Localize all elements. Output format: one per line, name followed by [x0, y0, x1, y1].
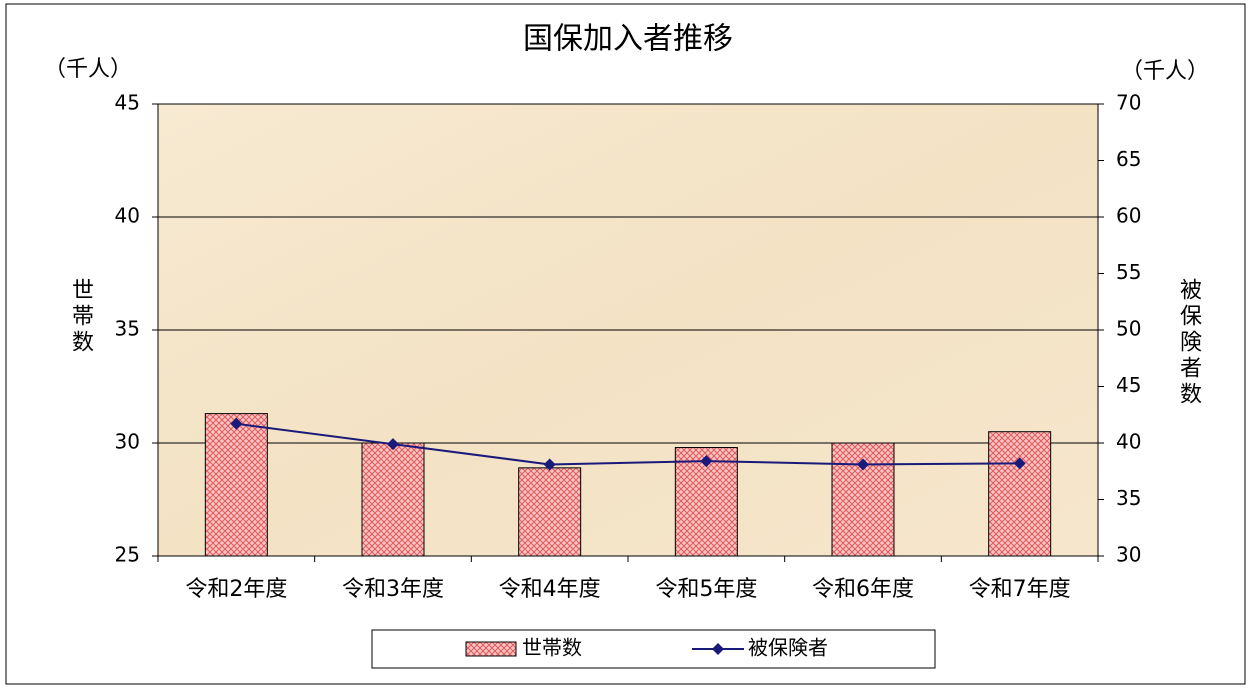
y-tick-label: 25 — [115, 543, 140, 567]
chart-title: 国保加入者推移 — [523, 22, 733, 57]
y-tick-label: 30 — [115, 430, 140, 454]
y2-tick-label: 35 — [1116, 486, 1141, 510]
y-tick-label: 45 — [115, 91, 140, 115]
marker — [387, 438, 399, 451]
y2-tick-label: 65 — [1116, 147, 1141, 171]
legend-label: 被保険者 — [748, 636, 828, 660]
marker — [857, 458, 869, 471]
y2-tick-label: 70 — [1116, 91, 1141, 115]
line — [236, 422, 1020, 466]
y2-tick-label: 45 — [1116, 373, 1141, 397]
y-tick-label: 40 — [115, 204, 140, 228]
bar — [518, 467, 582, 557]
y2-tick-label: 60 — [1116, 204, 1141, 228]
x-tick-label: 令和2年度 — [185, 577, 287, 602]
x-tick-label: 令和3年度 — [342, 577, 444, 602]
bar — [361, 442, 425, 557]
y2-tick-label: 50 — [1116, 317, 1141, 341]
legend — [371, 629, 936, 669]
x-tick-label: 令和7年度 — [969, 577, 1071, 602]
y-tick-label: 35 — [115, 317, 140, 341]
y2-tick-label: 55 — [1116, 260, 1141, 284]
marker — [700, 455, 713, 468]
marker — [230, 417, 243, 430]
bar — [988, 431, 1052, 557]
y2-tick-label: 30 — [1116, 543, 1141, 567]
y-unit: （千人） — [44, 57, 132, 82]
marker — [1013, 457, 1026, 470]
x-tick-label: 令和5年度 — [655, 577, 757, 602]
x-tick-label: 令和4年度 — [499, 577, 601, 602]
bar — [204, 413, 268, 557]
y-axis-label: 世帯数 — [68, 278, 94, 356]
marker — [543, 458, 556, 471]
legend-label: 世帯数 — [522, 636, 582, 660]
legend-marker — [712, 643, 724, 655]
y2-tick-label: 40 — [1116, 430, 1141, 454]
x-tick-label: 令和6年度 — [812, 577, 914, 602]
y2-axis-label: 被保険者数 — [1176, 278, 1202, 408]
y2-unit: （千人） — [1121, 59, 1209, 84]
legend-swatch — [465, 641, 517, 657]
